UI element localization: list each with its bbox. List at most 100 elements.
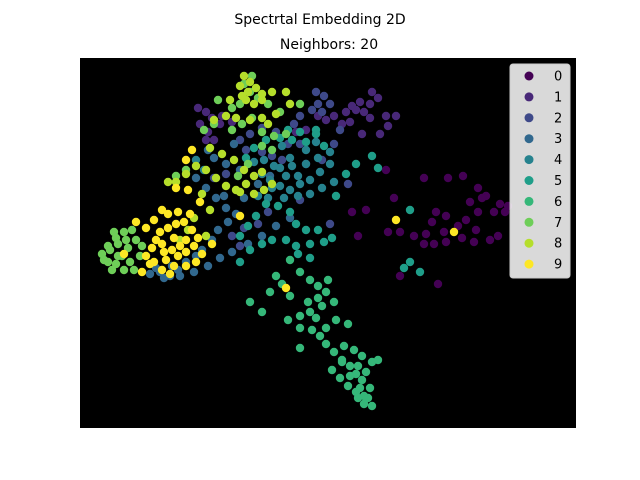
scatter-point-class-8 [222, 182, 230, 190]
scatter-point-class-4 [306, 190, 314, 198]
scatter-point-class-4 [326, 160, 334, 168]
scatter-point-class-8 [236, 188, 244, 196]
scatter-point-class-8 [260, 186, 268, 194]
scatter-point-class-8 [240, 166, 248, 174]
scatter-point-class-0 [384, 228, 392, 236]
scatter-point-class-6 [336, 374, 344, 382]
legend-marker-5 [525, 176, 534, 185]
scatter-point-class-6 [366, 384, 374, 392]
scatter-point-class-8 [212, 174, 220, 182]
scatter-point-class-9 [176, 242, 184, 250]
scatter-point-class-7 [296, 100, 304, 108]
scatter-point-class-7 [120, 266, 128, 274]
scatter-point-class-3 [212, 194, 220, 202]
scatter-point-class-5 [292, 220, 300, 228]
scatter-point-class-8 [268, 180, 276, 188]
legend-marker-1 [525, 92, 534, 101]
scatter-point-class-4 [302, 160, 310, 168]
scatter-point-class-0 [420, 240, 428, 248]
scatter-point-class-5 [312, 126, 320, 134]
legend-label-2: 2 [554, 111, 562, 126]
scatter-point-class-3 [192, 174, 200, 182]
scatter-point-class-9 [168, 246, 176, 254]
scatter-point-class-0 [434, 280, 442, 288]
legend-label-8: 8 [554, 237, 562, 252]
scatter-point-class-6 [328, 366, 336, 374]
scatter-point-class-9 [162, 256, 170, 264]
scatter-point-class-8 [250, 100, 258, 108]
scatter-point-class-4 [294, 192, 302, 200]
scatter-point-class-9 [184, 186, 192, 194]
scatter-point-class-5 [368, 152, 376, 160]
scatter-point-class-7 [214, 96, 222, 104]
scatter-point-class-2 [344, 180, 352, 188]
scatter-point-class-2 [242, 146, 250, 154]
scatter-point-class-9 [182, 248, 190, 256]
scatter-point-class-5 [262, 200, 270, 208]
scatter-point-class-6 [350, 346, 358, 354]
scatter-point-class-5 [246, 246, 254, 254]
scatter-point-class-5 [282, 236, 290, 244]
scatter-point-class-3 [146, 270, 154, 278]
scatter-point-class-4 [312, 138, 320, 146]
scatter-point-class-5 [328, 234, 336, 242]
scatter-point-class-6 [296, 344, 304, 352]
scatter-point-class-7 [122, 236, 130, 244]
scatter-point-class-0 [474, 208, 482, 216]
scatter-point-class-7 [110, 228, 118, 236]
scatter-point-class-2 [254, 220, 262, 228]
scatter-point-class-6 [296, 268, 304, 276]
scatter-point-class-0 [430, 240, 438, 248]
scatter-point-class-0 [442, 238, 450, 246]
scatter-point-class-2 [312, 88, 320, 96]
scatter-point-class-0 [396, 228, 404, 236]
scatter-point-class-8 [250, 172, 258, 180]
scatter-point-class-8 [210, 116, 218, 124]
scatter-point-class-7 [258, 128, 266, 136]
scatter-point-class-9 [138, 268, 146, 276]
scatter-point-class-9 [188, 146, 196, 154]
scatter-point-class-5 [302, 226, 310, 234]
scatter-point-class-0 [458, 234, 466, 242]
scatter-point-class-6 [284, 316, 292, 324]
scatter-point-class-6 [324, 276, 332, 284]
scatter-point-class-9 [236, 212, 244, 220]
scatter-point-class-2 [290, 120, 298, 128]
scatter-point-class-6 [322, 340, 330, 348]
scatter-point-class-9 [174, 208, 182, 216]
scatter-point-class-4 [330, 178, 338, 186]
scatter-point-class-0 [390, 194, 398, 202]
chart-title: Spectrtal Embedding 2D [234, 12, 405, 28]
scatter-point-class-6 [258, 308, 266, 316]
scatter-point-class-8 [252, 84, 260, 92]
scatter-point-class-6 [318, 302, 326, 310]
legend-marker-8 [525, 239, 534, 248]
scatter-point-class-4 [296, 180, 304, 188]
scatter-point-class-0 [496, 200, 504, 208]
scatter-point-class-5 [236, 232, 244, 240]
legend: 0 1 2 3 4 5 6 7 8 9 [510, 64, 570, 278]
legend-marker-2 [525, 113, 534, 122]
scatter-point-class-4 [318, 184, 326, 192]
scatter-point-class-8 [230, 156, 238, 164]
scatter-point-class-5 [374, 164, 382, 172]
scatter-point-class-9 [164, 224, 172, 232]
scatter-point-class-8 [238, 92, 246, 100]
scatter-point-class-5 [252, 212, 260, 220]
scatter-point-class-1 [346, 118, 354, 126]
scatter-point-class-6 [360, 400, 368, 408]
scatter-point-class-8 [202, 232, 210, 240]
scatter-point-class-9 [172, 220, 180, 228]
legend-label-4: 4 [554, 153, 562, 168]
legend-label-9: 9 [554, 258, 562, 273]
scatter-point-class-7 [270, 132, 278, 140]
scatter-point-class-9 [450, 228, 458, 236]
scatter-point-class-8 [258, 96, 266, 104]
scatter-point-class-6 [316, 332, 324, 340]
scatter-point-class-3 [228, 248, 236, 256]
scatter-point-class-6 [286, 256, 294, 264]
legend-marker-4 [525, 155, 534, 164]
scatter-point-class-5 [236, 258, 244, 266]
scatter-point-class-5 [292, 242, 300, 250]
